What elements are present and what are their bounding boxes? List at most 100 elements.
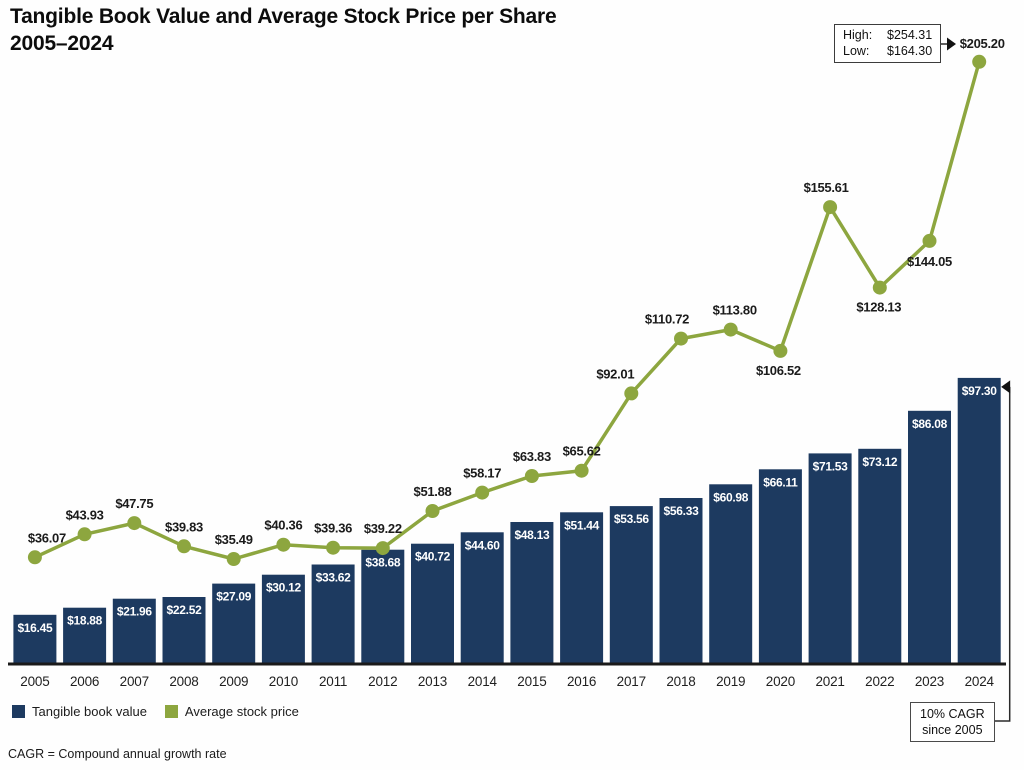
cagr-line1: 10% CAGR [920,707,985,721]
line-value-label-2011: $39.36 [314,521,352,536]
bar-value-label-2023: $86.08 [912,417,948,431]
line-value-label-2010: $40.36 [264,518,302,533]
line-value-label-2013: $51.88 [414,484,452,499]
bar-2023 [908,410,951,663]
year-label-2011: 2011 [319,674,347,689]
bar-value-label-2007: $21.96 [117,605,153,619]
average-stock-price-swatch [164,705,178,718]
bar-value-label-2022: $73.12 [862,455,898,469]
bar-2017 [609,506,653,663]
low-value: $164.30 [887,43,933,58]
year-label-2006: 2006 [70,674,99,689]
year-label-2005: 2005 [20,674,49,689]
legend-label-tangible-book-value: Tangible book value [32,704,147,719]
bar-value-label-2012: $38.68 [365,556,401,570]
year-label-2023: 2023 [915,674,944,689]
bar-value-label-2010: $30.12 [266,581,302,595]
legend-label-average-stock-price: Average stock price [184,704,299,719]
high-label: High: [843,28,873,42]
bar-value-label-2009: $27.09 [216,590,252,604]
line-point-2022 [872,280,887,295]
year-label-2016: 2016 [567,674,596,689]
line-point-2018 [674,331,688,346]
line-value-label-2009: $35.49 [215,532,253,547]
year-label-2007: 2007 [120,674,149,689]
bar-2010 [261,574,305,663]
line-point-2015 [524,469,539,483]
line-value-label-2018: $110.72 [645,312,689,327]
year-label-2024: 2024 [965,674,995,689]
year-label-2018: 2018 [666,674,695,689]
line-point-2011 [326,540,341,555]
year-label-2014: 2014 [468,674,498,689]
line-point-2012 [375,541,390,556]
bar-2022 [858,448,902,663]
bar-value-label-2016: $51.44 [564,518,600,532]
line-value-label-2015: $63.83 [513,449,551,464]
line-value-label-2023: $144.05 [907,254,952,269]
line-point-2019 [723,322,738,337]
line-value-label-2024: $205.20 [960,36,1005,51]
line-point-2021 [823,200,838,215]
bar-2015 [510,522,554,663]
line-point-2014 [475,485,490,500]
stock-price-line [34,61,981,561]
line-value-label-2017: $92.01 [596,366,634,381]
line-point-2005 [27,550,42,565]
bar-2018 [659,498,703,663]
tangible-book-value-swatch [12,705,25,718]
line-point-2023 [922,233,937,248]
year-label-2009: 2009 [219,674,248,689]
line-value-label-2020: $106.52 [756,363,801,378]
bar-2011 [311,564,355,663]
chart-title-line1: Tangible Book Value and Average Stock Pr… [10,5,557,28]
bar-value-label-2015: $48.13 [514,528,550,542]
bar-value-label-2013: $40.72 [415,550,451,564]
legend: Tangible book value Average stock price [12,704,317,719]
year-label-2020: 2020 [766,674,795,689]
bar-value-label-2006: $18.88 [67,614,103,628]
bar-2024 [957,377,1001,663]
bar-value-label-2024: $97.30 [962,384,998,398]
line-point-2006 [77,527,92,542]
line-value-label-2021: $155.61 [804,180,849,195]
year-label-2013: 2013 [418,674,447,689]
legend-item-tangible-book-value: Tangible book value [12,704,147,719]
right-arrow-icon [947,37,956,51]
chart-title-line2: 2005–2024 [10,32,114,55]
left-arrow-icon [1001,380,1011,394]
bar-value-label-2017: $53.56 [614,512,650,526]
bar-2007 [112,598,156,663]
year-label-2022: 2022 [865,674,894,689]
bar-2014 [460,532,504,663]
bar-2013 [411,543,454,663]
line-point-2017 [624,386,639,401]
bar-value-label-2020: $66.11 [763,475,798,489]
bar-value-label-2011: $33.62 [316,571,352,585]
cagr-connector-line [992,386,1011,722]
chart-title: Tangible Book Value and Average Stock Pr… [10,3,557,57]
cagr-definition-footnote: CAGR = Compound annual growth rate [8,747,227,761]
line-value-label-2006: $43.93 [66,507,104,522]
year-label-2021: 2021 [815,674,844,689]
year-label-2012: 2012 [368,674,397,689]
year-label-2017: 2017 [617,674,646,689]
bar-value-label-2008: $22.52 [167,603,203,617]
line-value-label-2022: $128.13 [856,300,901,315]
bar-2020 [758,469,802,663]
bar-2006 [63,607,107,663]
bar-value-label-2005: $16.45 [17,621,53,635]
year-label-2019: 2019 [716,674,745,689]
line-point-2007 [127,516,142,531]
bar-2016 [560,512,604,663]
line-point-2020 [773,343,788,358]
line-point-2008 [177,539,191,554]
bar-2021 [808,453,852,663]
year-label-2008: 2008 [169,674,198,689]
line-value-label-2007: $47.75 [115,496,153,511]
year-label-2010: 2010 [269,674,298,689]
low-label: Low: [843,43,870,58]
line-value-label-2008: $39.83 [165,519,203,534]
